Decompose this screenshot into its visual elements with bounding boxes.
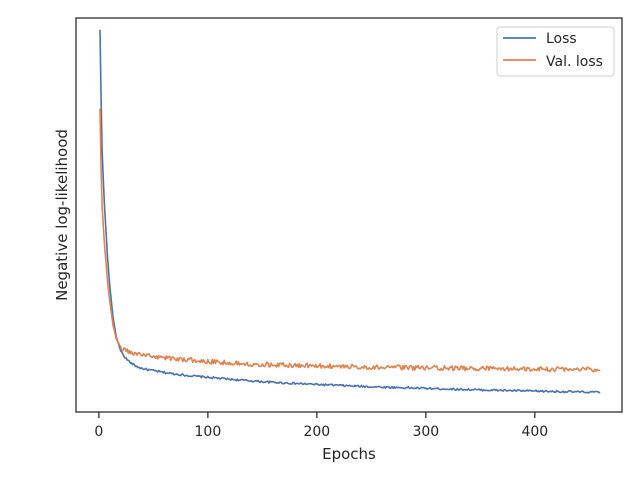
x-tick-label-300: 300 xyxy=(412,424,439,440)
plot-area xyxy=(99,29,601,394)
legend-label-val-loss: Val. loss xyxy=(546,54,603,70)
legend: Loss Val. loss xyxy=(496,26,615,77)
legend-label-loss: Loss xyxy=(546,31,577,47)
axes-frame xyxy=(75,17,623,413)
y-axis-label: Negative log-likelihood xyxy=(53,129,71,301)
x-tick-label-100: 100 xyxy=(195,424,222,440)
series-line-loss xyxy=(99,29,601,394)
x-axis-label: Epochs xyxy=(322,445,376,463)
legend-box xyxy=(496,26,615,77)
x-tick-label-200: 200 xyxy=(303,424,330,440)
x-axis-ticks: 0 100 200 300 400 xyxy=(94,412,548,440)
x-tick-label-400: 400 xyxy=(521,424,548,440)
x-tick-label-0: 0 xyxy=(94,424,103,440)
series-line-val-loss xyxy=(99,108,601,373)
